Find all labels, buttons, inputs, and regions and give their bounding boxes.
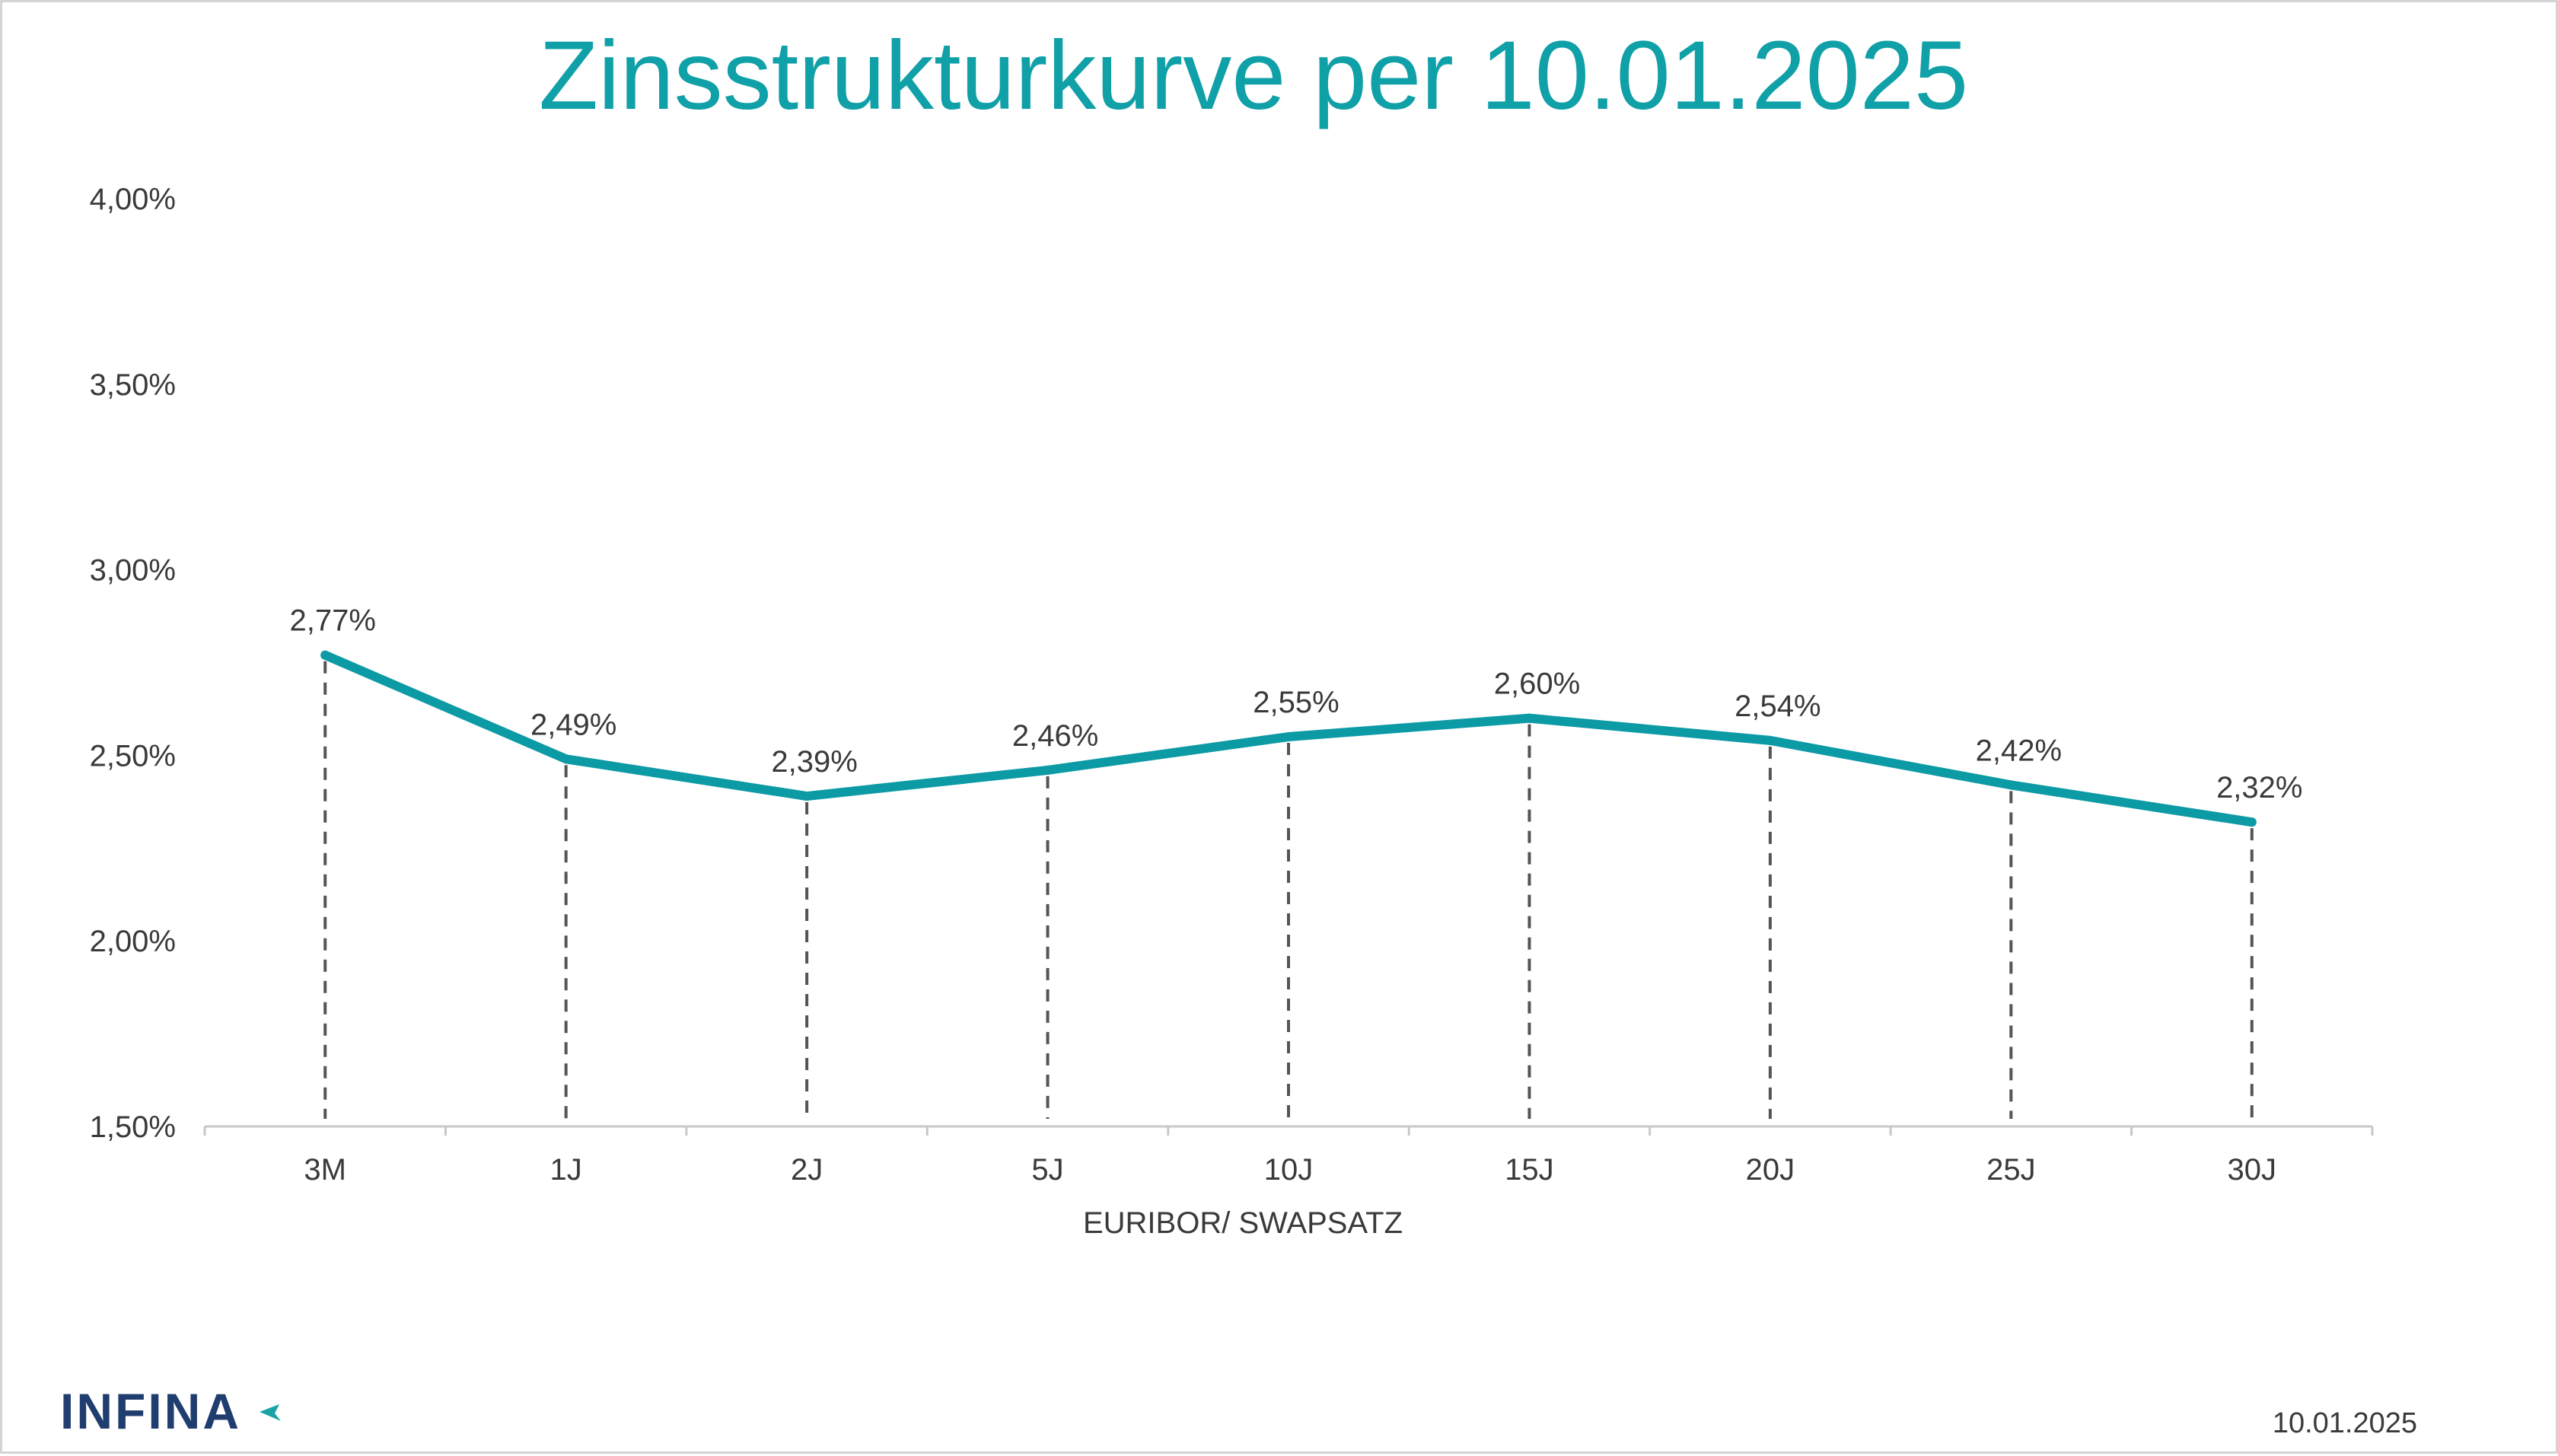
y-tick-label: 2,00% xyxy=(90,925,176,958)
x-tick-label: 2J xyxy=(791,1153,823,1187)
drop-lines xyxy=(323,661,2254,1119)
x-tick-label: 25J xyxy=(1986,1153,2036,1187)
y-tick-label: 3,50% xyxy=(90,368,176,402)
y-tick-label: 1,50% xyxy=(90,1110,176,1144)
infina-logo: INFINA xyxy=(60,1383,281,1439)
x-tick-label: 5J xyxy=(1031,1153,1063,1187)
series-group xyxy=(320,650,2257,827)
y-axis-ticks: 4,00% 3,50% 3,00% 2,50% 2,00% 1,50% xyxy=(90,183,176,1144)
data-label: 2,77% xyxy=(290,604,376,638)
x-tick-label: 3M xyxy=(304,1153,346,1187)
data-label: 2,54% xyxy=(1735,690,1821,723)
data-label: 2,42% xyxy=(1976,734,2062,767)
x-tick-label: 1J xyxy=(550,1153,582,1187)
data-point xyxy=(1765,735,1775,745)
x-axis-title: EURIBOR/ SWAPSATZ xyxy=(1083,1206,1403,1240)
data-point xyxy=(1284,732,1293,742)
data-point xyxy=(802,792,812,801)
data-label: 2,46% xyxy=(1012,719,1098,753)
data-point xyxy=(2006,780,2016,790)
data-point xyxy=(1043,765,1053,775)
data-point xyxy=(320,650,330,660)
data-label: 2,60% xyxy=(1494,667,1580,701)
data-label: 2,49% xyxy=(530,708,616,741)
x-axis: 3M 1J 2J 5J 10J 15J 20J 25J 30J xyxy=(203,1125,2374,1187)
y-tick-label: 3,00% xyxy=(90,554,176,588)
data-label: 2,55% xyxy=(1253,686,1339,719)
y-tick-label: 2,50% xyxy=(90,739,176,773)
chart-title: Zinsstrukturkurve per 10.01.2025 xyxy=(539,21,1968,130)
data-point xyxy=(561,754,571,764)
x-tick-label: 20J xyxy=(1746,1153,1795,1187)
x-tick-label: 15J xyxy=(1505,1153,1554,1187)
data-labels: 2,77% 2,49% 2,39% 2,46% 2,55% 2,60% 2,54% 2,42%… xyxy=(290,604,2303,804)
data-label: 2,39% xyxy=(771,745,857,779)
y-tick-label: 4,00% xyxy=(90,183,176,216)
logo-accent-icon xyxy=(260,1404,281,1421)
x-tick-label: 30J xyxy=(2228,1153,2277,1187)
data-point xyxy=(1524,713,1534,723)
data-label: 2,32% xyxy=(2216,771,2302,804)
logo-text: INFINA xyxy=(60,1383,241,1439)
data-point xyxy=(2247,817,2257,827)
x-tick-label: 10J xyxy=(1264,1153,1314,1187)
footer-date: 10.01.2025 xyxy=(2272,1407,2417,1439)
